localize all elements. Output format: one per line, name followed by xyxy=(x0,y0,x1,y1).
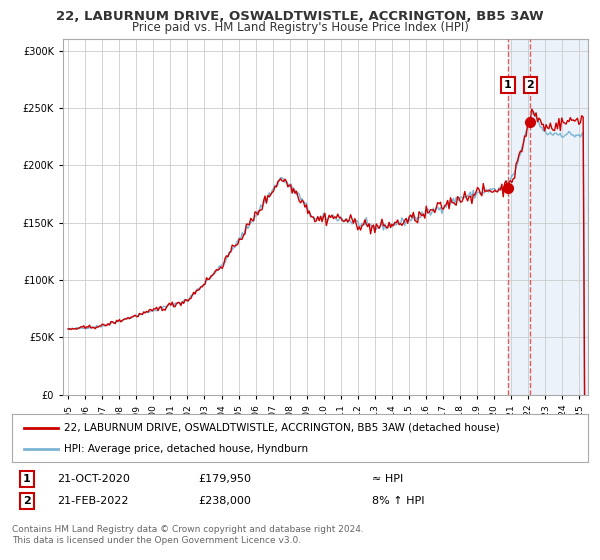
Text: 22, LABURNUM DRIVE, OSWALDTWISTLE, ACCRINGTON, BB5 3AW (detached house): 22, LABURNUM DRIVE, OSWALDTWISTLE, ACCRI… xyxy=(64,423,500,433)
Text: 1: 1 xyxy=(23,474,31,484)
Text: 22, LABURNUM DRIVE, OSWALDTWISTLE, ACCRINGTON, BB5 3AW: 22, LABURNUM DRIVE, OSWALDTWISTLE, ACCRI… xyxy=(56,10,544,23)
Text: 1: 1 xyxy=(504,80,512,90)
Text: Price paid vs. HM Land Registry's House Price Index (HPI): Price paid vs. HM Land Registry's House … xyxy=(131,21,469,34)
Text: Contains HM Land Registry data © Crown copyright and database right 2024.
This d: Contains HM Land Registry data © Crown c… xyxy=(12,525,364,545)
Text: 2: 2 xyxy=(527,80,534,90)
Text: 8% ↑ HPI: 8% ↑ HPI xyxy=(372,496,425,506)
Text: 2: 2 xyxy=(23,496,31,506)
Text: 21-OCT-2020: 21-OCT-2020 xyxy=(57,474,130,484)
Text: £238,000: £238,000 xyxy=(198,496,251,506)
Text: £179,950: £179,950 xyxy=(198,474,251,484)
Text: ≈ HPI: ≈ HPI xyxy=(372,474,403,484)
Bar xyxy=(508,39,588,395)
Text: 21-FEB-2022: 21-FEB-2022 xyxy=(57,496,128,506)
Text: HPI: Average price, detached house, Hyndburn: HPI: Average price, detached house, Hynd… xyxy=(64,444,308,454)
